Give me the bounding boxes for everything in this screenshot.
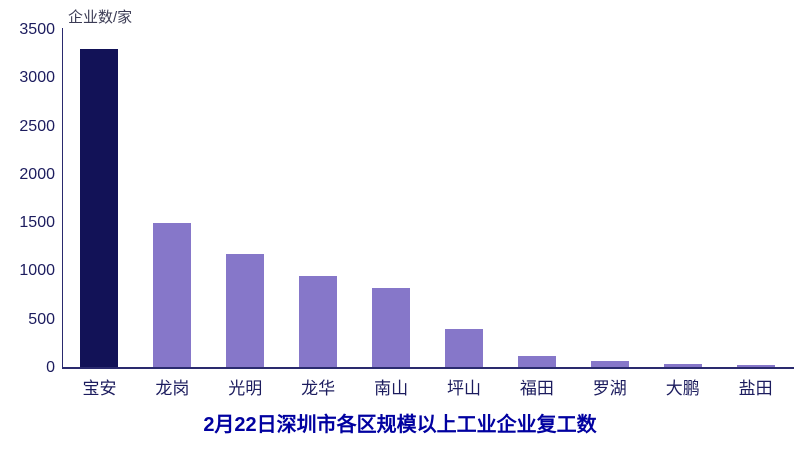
bar <box>372 287 411 368</box>
y-axis-title: 企业数/家 <box>68 9 133 26</box>
bar <box>299 276 338 368</box>
y-tick-label: 3500 <box>19 21 55 38</box>
bar-slot <box>63 30 136 368</box>
bar-slot <box>719 30 792 368</box>
x-axis-labels: 宝安 龙岗 光明 龙华 南山 坪山 福田 罗湖 大鹏 盐田 <box>63 374 792 399</box>
x-tick-label: 福田 <box>519 379 554 398</box>
bar-slot <box>209 30 282 368</box>
bar-slot <box>428 30 501 368</box>
bar-slot <box>646 30 719 368</box>
x-tick-label: 宝安 <box>82 379 117 398</box>
bar <box>80 49 119 368</box>
x-tick-label: 龙岗 <box>155 379 190 398</box>
x-tick-label: 盐田 <box>738 379 773 398</box>
y-tick-label: 500 <box>28 310 55 328</box>
x-tick-label: 南山 <box>374 379 409 398</box>
x-tick-label: 罗湖 <box>592 379 627 398</box>
y-tick-label: 1000 <box>19 262 55 280</box>
bar <box>153 223 192 368</box>
x-tick-label: 龙华 <box>301 379 336 398</box>
y-axis-ticks: 0 500 1000 1500 2000 2500 3000 3500 <box>0 0 55 450</box>
y-axis-line <box>62 28 63 368</box>
bar <box>590 361 629 368</box>
y-tick-label: 1500 <box>19 214 55 232</box>
chart-title: 2月22日深圳市各区规模以上工业企业复工数 <box>203 414 597 436</box>
bar-slot <box>282 30 355 368</box>
bar-slot <box>500 30 573 368</box>
y-tick-label: 2500 <box>19 117 55 135</box>
x-tick-label: 光明 <box>228 379 263 398</box>
bar <box>444 329 483 368</box>
bars-area <box>63 30 792 368</box>
y-tick-label: 0 <box>46 359 55 376</box>
bar <box>517 356 556 368</box>
bar <box>736 365 775 368</box>
y-tick-label: 2000 <box>19 165 55 183</box>
x-axis-line <box>62 367 794 369</box>
bar <box>663 363 702 368</box>
bar-slot <box>573 30 646 368</box>
bar-slot <box>136 30 209 368</box>
bar <box>226 254 265 368</box>
x-tick-label: 大鹏 <box>665 379 700 398</box>
y-tick-label: 3000 <box>19 69 55 87</box>
bar-slot <box>355 30 428 368</box>
x-tick-label: 坪山 <box>446 379 481 398</box>
